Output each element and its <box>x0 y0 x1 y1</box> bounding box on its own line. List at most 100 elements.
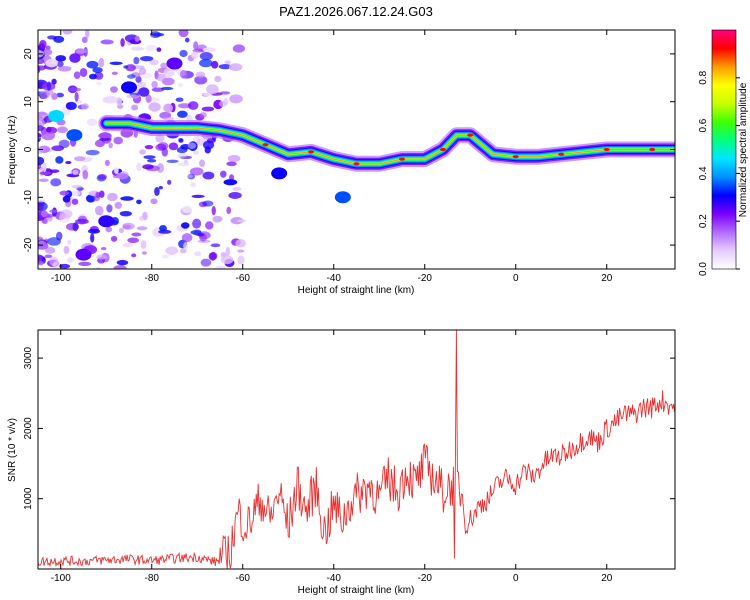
noise-speckle <box>71 190 81 197</box>
noise-speckle <box>237 219 247 223</box>
noise-speckle <box>139 56 154 62</box>
noise-speckle <box>160 86 174 91</box>
noise-speckle <box>59 209 73 219</box>
noise-speckle <box>148 102 161 112</box>
noise-speckle <box>160 62 168 69</box>
noise-speckle <box>62 30 73 35</box>
noise-speckle <box>220 170 227 178</box>
spectral-patch <box>48 110 65 123</box>
noise-speckle <box>131 253 137 258</box>
spectrogram-x-ticks: -100 -80 -60 -40 -20 0 20 <box>51 30 613 284</box>
noise-speckle <box>56 60 64 68</box>
noise-speckle <box>111 71 118 76</box>
noise-speckle <box>167 179 172 185</box>
noise-speckle <box>97 173 108 180</box>
noise-speckle <box>88 73 97 80</box>
colorbar-tick-label: 0.2 <box>698 214 709 228</box>
noise-speckle <box>105 226 113 233</box>
noise-speckle <box>202 200 214 207</box>
noise-speckle <box>178 138 184 143</box>
noise-speckle <box>41 219 47 224</box>
noise-speckle <box>38 133 42 138</box>
noise-speckle <box>38 178 49 183</box>
noise-speckle <box>109 61 123 65</box>
spectrogram-ridge-layer <box>98 115 675 172</box>
ridge-peak <box>603 147 610 152</box>
noise-speckle <box>179 49 188 58</box>
noise-speckle <box>108 142 113 149</box>
noise-speckle <box>193 150 199 155</box>
x-tick-label: -20 <box>418 573 433 584</box>
ridge-peak <box>262 143 269 147</box>
snr-y-ticks: 1000 2000 3000 <box>23 347 675 510</box>
noise-speckle <box>41 131 56 141</box>
figure-title: PAZ1.2026.067.12.24.G03 <box>279 4 433 19</box>
noise-speckle <box>181 205 192 214</box>
y-tick-label: 0 <box>23 146 34 152</box>
noise-speckle <box>38 58 45 65</box>
noise-speckle <box>110 86 118 93</box>
noise-speckle <box>113 265 127 269</box>
noise-speckle <box>46 126 52 133</box>
spectral-patch <box>334 191 351 204</box>
noise-speckle <box>96 254 108 260</box>
noise-speckle <box>67 257 74 263</box>
y-tick-label: 1000 <box>23 487 34 510</box>
noise-speckle <box>211 205 216 216</box>
colorbar-tick-label: 0.0 <box>698 262 709 276</box>
noise-speckle <box>201 106 215 112</box>
noise-speckle <box>145 44 158 52</box>
noise-speckle <box>62 195 71 203</box>
noise-speckle <box>218 100 227 107</box>
noise-speckle <box>155 134 165 143</box>
noise-speckle <box>38 156 45 166</box>
noise-speckle <box>51 145 65 152</box>
spectral-patch <box>121 81 137 94</box>
noise-speckle <box>143 155 156 160</box>
y-tick-label: -10 <box>23 190 34 205</box>
noise-speckle <box>225 246 230 257</box>
spectrogram-x-label: Height of straight line (km) <box>298 285 415 296</box>
noise-speckle <box>42 162 47 173</box>
spectrogram-noise-layer <box>38 30 247 269</box>
noise-speckle <box>131 232 142 237</box>
x-tick-label: -20 <box>418 273 433 284</box>
noise-speckle <box>141 251 147 255</box>
colorbar-frame <box>711 29 737 270</box>
x-tick-label: 20 <box>601 273 613 284</box>
noise-speckle <box>136 199 142 205</box>
snr-line-layer <box>38 330 675 569</box>
noise-speckle <box>56 92 65 98</box>
noise-speckle <box>235 239 247 248</box>
noise-speckle <box>87 228 101 234</box>
noise-speckle <box>55 55 67 62</box>
noise-speckle <box>59 263 71 269</box>
noise-speckle <box>232 186 242 191</box>
noise-speckle <box>116 97 123 107</box>
noise-speckle <box>155 143 167 151</box>
noise-speckle <box>237 249 245 253</box>
noise-speckle <box>197 233 205 237</box>
spectral-patch <box>271 167 288 180</box>
spectrogram-y-label: Frequency (Hz) <box>7 116 18 185</box>
noise-speckle <box>202 140 215 150</box>
noise-speckle <box>120 196 134 201</box>
noise-speckle <box>85 30 90 38</box>
noise-speckle <box>81 103 90 110</box>
noise-speckle <box>175 97 184 102</box>
noise-speckle <box>73 71 81 79</box>
noise-speckle <box>165 246 179 255</box>
noise-speckle <box>120 38 125 47</box>
noise-speckle <box>135 76 142 84</box>
noise-speckle <box>52 93 58 100</box>
noise-speckle <box>214 75 222 83</box>
noise-speckle <box>136 226 148 231</box>
noise-speckle <box>228 191 242 199</box>
noise-speckle <box>208 252 217 261</box>
noise-speckle <box>131 104 139 111</box>
colorbar: 0.0 0.2 0.4 0.6 0.8 Normalized spectral ampl… <box>698 29 749 276</box>
noise-speckle <box>158 186 163 190</box>
noise-speckle <box>200 258 212 267</box>
spectral-patch <box>66 129 83 142</box>
noise-speckle <box>206 84 219 95</box>
